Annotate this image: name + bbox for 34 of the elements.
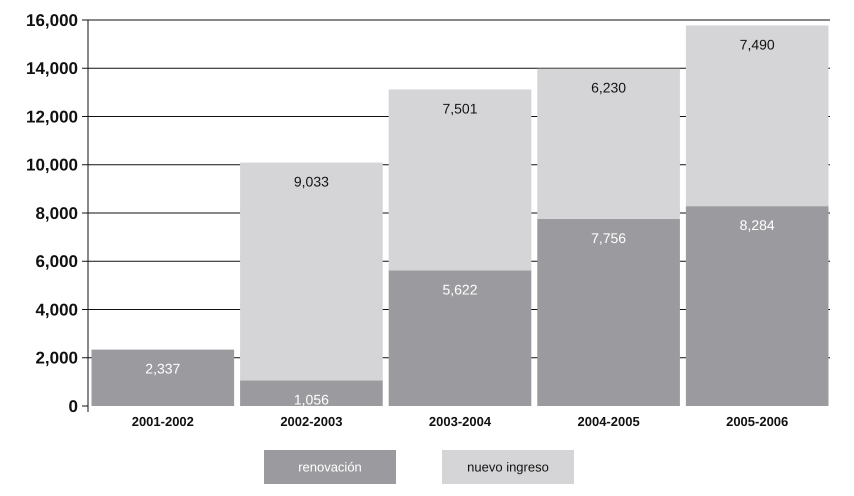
x-tick-label: 2005-2006 <box>726 414 788 429</box>
bar <box>240 162 383 381</box>
y-tick-label: 4,000 <box>35 300 78 320</box>
y-tick-label: 6,000 <box>35 252 78 272</box>
y-tick-label: 10,000 <box>26 156 78 175</box>
bar <box>686 25 829 206</box>
y-tick-label: 2,000 <box>35 348 78 368</box>
x-tick-label: 2001-2002 <box>132 414 194 429</box>
bar <box>686 206 829 406</box>
bar <box>388 270 532 406</box>
data-label: 2,337 <box>145 360 181 377</box>
y-tick-label: 12,000 <box>26 107 78 126</box>
bar <box>91 350 234 406</box>
bar <box>240 380 383 406</box>
data-label: 9,033 <box>294 174 330 190</box>
data-label: 7,490 <box>740 36 775 52</box>
data-label: 7,756 <box>591 230 626 246</box>
x-tick-label: 2002-2003 <box>280 414 342 429</box>
data-label: 5,622 <box>442 281 478 298</box>
x-tick-label: 2004-2005 <box>578 414 640 429</box>
y-tick-label: 8,000 <box>35 204 78 223</box>
bar <box>537 68 680 219</box>
x-tick-label: 2003-2004 <box>428 414 492 429</box>
y-tick-label: 14,000 <box>26 59 78 78</box>
bar <box>388 89 532 270</box>
y-tick-label: 16,000 <box>26 10 78 30</box>
data-label: 1,056 <box>294 392 330 408</box>
text: nuevo ingreso <box>467 460 549 475</box>
y-tick-label: 0 <box>68 396 78 416</box>
data-label: 6,230 <box>591 80 626 96</box>
data-label: 8,284 <box>740 217 775 234</box>
data-label: 7,501 <box>442 100 478 116</box>
text: renovación <box>298 460 362 475</box>
bar <box>537 218 680 406</box>
